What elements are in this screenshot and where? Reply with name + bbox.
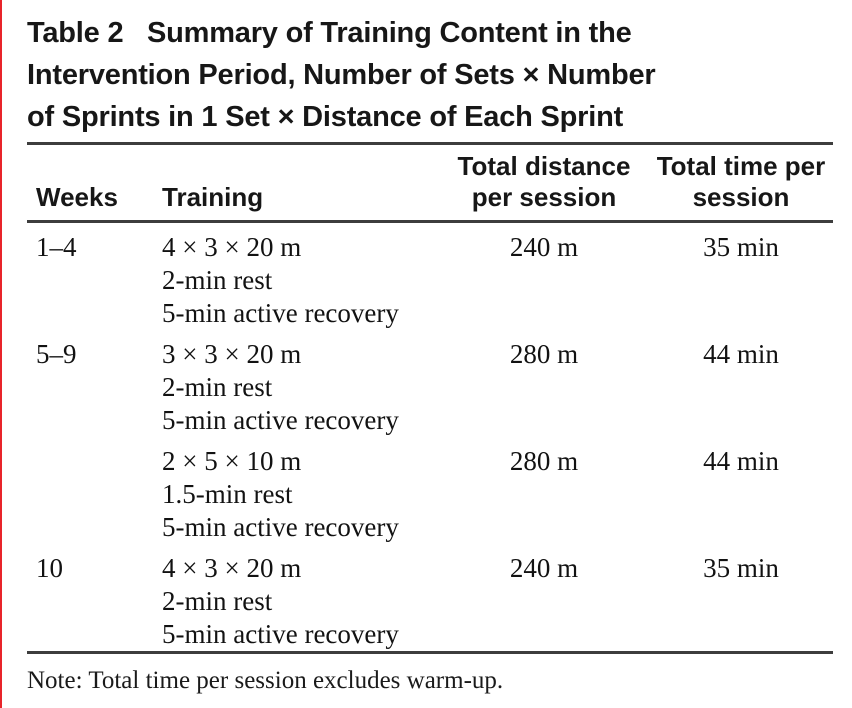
training-cell: 4 × 3 × 20 m 2-min rest 5-min active rec… (149, 222, 439, 331)
weeks-cell: 10 (36, 553, 63, 583)
training-line: 2-min rest (162, 265, 273, 295)
training-line: 5-min active recovery (162, 298, 399, 328)
table-row: 10 4 × 3 × 20 m 2-min rest 5-min active … (27, 544, 833, 653)
weeks-cell (27, 437, 149, 544)
distance-cell: 280 m (509, 339, 579, 369)
training-line: 5-min active recovery (162, 512, 399, 542)
distance-cell: 240 m (509, 553, 579, 583)
col-header-training: Training (149, 145, 439, 223)
training-cell: 4 × 3 × 20 m 2-min rest 5-min active rec… (149, 544, 439, 653)
training-line: 5-min active recovery (162, 405, 399, 435)
col-header-total-time: Total time per session (649, 145, 833, 223)
training-line: 2-min rest (162, 586, 273, 616)
caption-line: Intervention Period, Number of Sets × Nu… (27, 59, 656, 91)
weeks-cell: 1–4 (36, 232, 77, 262)
table-top-rule (27, 142, 833, 145)
table-row: 5–9 3 × 3 × 20 m 2-min rest 5-min active… (27, 330, 833, 437)
training-line: 2 × 5 × 10 m (162, 446, 302, 476)
col-header-weeks: Weeks (27, 145, 149, 223)
distance-cell: 280 m (509, 446, 579, 476)
training-line: 2-min rest (162, 372, 273, 402)
distance-cell: 240 m (509, 232, 579, 262)
training-line: 5-min active recovery (162, 619, 399, 649)
time-cell: 44 min (703, 339, 779, 369)
caption-line: Table 2 Summary of Training Content in t… (27, 17, 632, 49)
time-cell: 35 min (703, 232, 779, 262)
training-line: 4 × 3 × 20 m (162, 232, 302, 262)
table-row: 1–4 4 × 3 × 20 m 2-min rest 5-min active… (27, 222, 833, 331)
training-line: 4 × 3 × 20 m (162, 553, 302, 583)
training-table: Weeks Training Total distance per sessio… (27, 145, 833, 654)
header-row: Weeks Training Total distance per sessio… (27, 145, 833, 223)
training-line: 3 × 3 × 20 m (162, 339, 302, 369)
table-row: 2 × 5 × 10 m 1.5-min rest 5-min active r… (27, 437, 833, 544)
training-cell: 2 × 5 × 10 m 1.5-min rest 5-min active r… (149, 437, 439, 544)
caption-line: of Sprints in 1 Set × Distance of Each S… (27, 101, 624, 133)
table-note: Note: Total time per session excludes wa… (27, 667, 504, 694)
table-caption: Table 2 Summary of Training Content in t… (27, 0, 833, 138)
training-cell: 3 × 3 × 20 m 2-min rest 5-min active rec… (149, 330, 439, 437)
left-edge-marker (0, 0, 2, 708)
weeks-cell: 5–9 (36, 339, 77, 369)
time-cell: 35 min (703, 553, 779, 583)
training-line: 1.5-min rest (162, 479, 293, 509)
col-header-total-distance: Total distance per session (439, 145, 649, 223)
time-cell: 44 min (703, 446, 779, 476)
